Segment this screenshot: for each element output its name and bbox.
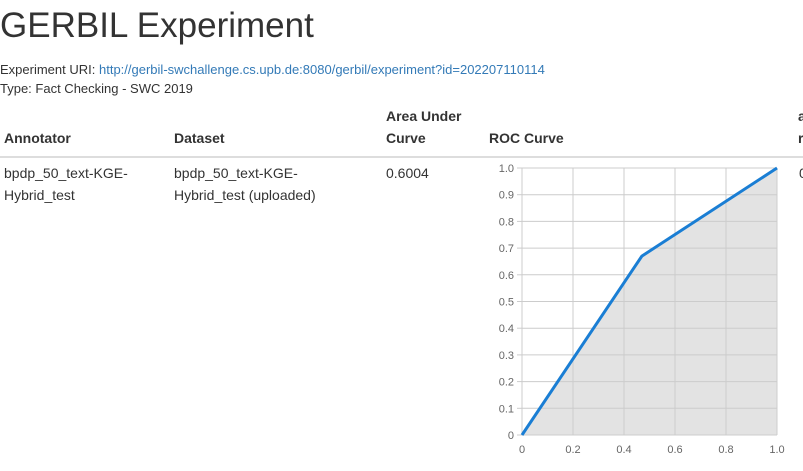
cell-dataset-line1: bpdp_50_text-KGE- [174, 165, 298, 181]
y-tick-label: 0.6 [499, 270, 514, 282]
x-tick-label: 1.0 [769, 444, 784, 456]
experiment-uri-line: Experiment URI: http://gerbil-swchalleng… [0, 61, 545, 79]
cell-annotator-line2: Hybrid_test [4, 187, 75, 203]
y-tick-label: 0 [508, 430, 514, 442]
y-tick-label: 0.4 [499, 323, 514, 335]
cell-annotator: bpdp_50_text-KGE- Hybrid_test [4, 162, 128, 206]
header-dataset[interactable]: Dataset [174, 130, 225, 146]
y-tick-label: 0.2 [499, 377, 514, 389]
x-tick-label: 0.8 [718, 444, 733, 456]
x-tick-label: 0 [519, 444, 525, 456]
experiment-type: Type: Fact Checking - SWC 2019 [0, 81, 193, 96]
header-cut-line1[interactable]: a [798, 108, 803, 124]
cell-cut-value: 0 [799, 165, 803, 181]
header-auc-line2[interactable]: Curve [386, 130, 426, 146]
cell-dataset: bpdp_50_text-KGE- Hybrid_test (uploaded) [174, 162, 316, 206]
header-roc-curve[interactable]: ROC Curve [489, 130, 564, 146]
roc-series-line [520, 166, 778, 436]
y-tick-label: 0.1 [499, 403, 514, 415]
x-tick-label: 0.2 [565, 444, 580, 456]
y-tick-label: 0.7 [499, 243, 514, 255]
x-tick-label: 0.4 [616, 444, 631, 456]
y-tick-label: 1.0 [499, 163, 514, 175]
experiment-uri-link[interactable]: http://gerbil-swchallenge.cs.upb.de:8080… [99, 62, 545, 77]
y-tick-label: 0.3 [499, 350, 514, 362]
roc-curve-chart: 0 0.1 0.2 0.3 0.4 0.5 0.6 0.7 0.8 0.9 1.0 0 0.2 0.4 0.… [499, 163, 785, 456]
table-header-divider [0, 156, 803, 158]
y-tick-label: 0.9 [499, 190, 514, 202]
y-tick-label: 0.5 [499, 297, 514, 309]
cell-annotator-line1: bpdp_50_text-KGE- [4, 165, 128, 181]
x-tick-label: 0.6 [667, 444, 682, 456]
page-title: GERBIL Experiment [0, 6, 314, 45]
experiment-uri-label: Experiment URI: [0, 62, 96, 77]
header-annotator[interactable]: Annotator [4, 130, 71, 146]
cell-dataset-line2: Hybrid_test (uploaded) [174, 187, 316, 203]
header-cut-line2[interactable]: r [798, 130, 803, 146]
header-auc-line1[interactable]: Area Under [386, 108, 462, 124]
cell-auc: 0.6004 [386, 165, 429, 181]
y-tick-label: 0.8 [499, 216, 514, 228]
